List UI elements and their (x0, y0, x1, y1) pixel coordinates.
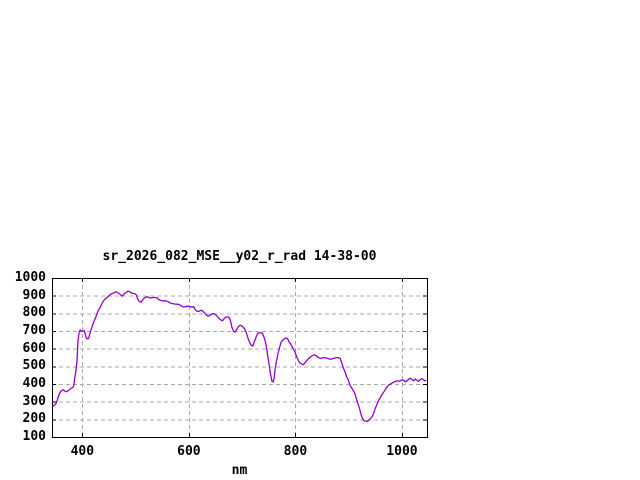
y-tick-label: 600 (22, 340, 46, 356)
x-tick-label: 1000 (386, 444, 418, 459)
x-tick-label: 800 (283, 444, 308, 459)
y-tick-label: 500 (22, 358, 46, 374)
y-tick-label: 800 (22, 305, 46, 321)
y-tick-label: 900 (22, 287, 46, 303)
x-axis-label: nm (231, 463, 248, 478)
plot-border (52, 278, 428, 438)
y-tick-label: 700 (22, 323, 46, 338)
x-tick-label: 400 (70, 444, 95, 459)
y-tick-label: 400 (22, 376, 46, 391)
y-tick-label: 200 (22, 411, 46, 427)
chart-title: sr_2026_082_MSE__y02_r_rad 14-38-00 (102, 249, 377, 264)
x-tick-label: 600 (177, 444, 201, 459)
y-tick-label: 100 (22, 429, 46, 444)
y-tick-label: 300 (22, 393, 46, 409)
spectrum-curve (52, 290, 427, 423)
y-tick-label: 1000 (14, 270, 46, 285)
